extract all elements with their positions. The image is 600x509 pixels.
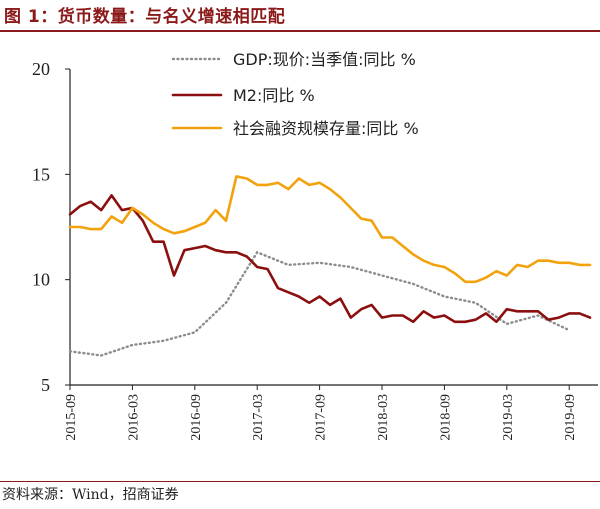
y-tick-label: 15 [32,164,50,184]
chart-series-group [68,175,592,357]
y-tick-label: 5 [41,375,50,395]
chart-axes: 5 10 15 20 2015-09 2016-03 2016-09 2017-03 2017-… [32,59,598,441]
series-line-1 [68,194,592,324]
legend-label-2: 社会融资规模存量:同比 % [233,119,419,138]
x-tick-label: 2016-03 [126,394,141,441]
x-tick-label: 2018-03 [376,394,391,441]
x-tick-label: 2016-09 [189,394,204,441]
y-tick-label: 10 [32,270,50,290]
x-tick-label: 2017-03 [251,394,266,441]
figure-title: 图 1：货币数量：与名义增速相匹配 [4,7,286,27]
source-note: 资料来源：Wind，招商证券 [2,487,179,503]
legend-label-0: GDP:现价:当季值:同比 % [233,50,416,69]
legend-label-1: M2:同比 % [233,86,315,105]
chart-legend: GDP:现价:当季值:同比 % M2:同比 % 社会融资规模存量:同比 % [171,50,419,138]
chart-canvas: 5 10 15 20 2015-09 2016-03 2016-09 2017-03 2017-… [32,50,598,441]
y-tick-label: 20 [32,59,50,79]
title-divider [0,30,600,32]
x-tick-label: 2019-03 [501,394,516,441]
source-divider [0,481,600,482]
series-line-2 [68,175,592,284]
x-tick-label: 2019-09 [563,394,578,441]
x-tick-label: 2015-09 [64,394,79,441]
x-tick-label: 2017-09 [314,394,329,441]
x-tick-label: 2018-09 [438,394,453,441]
series-line-0 [68,251,571,357]
